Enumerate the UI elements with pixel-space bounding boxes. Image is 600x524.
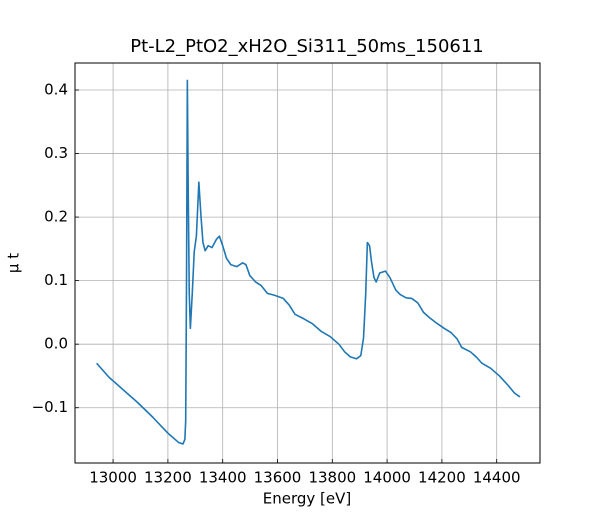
x-tick-label: 14200 — [418, 469, 466, 487]
y-axis-label: μ t — [5, 253, 23, 273]
y-tick-label: −0.1 — [32, 398, 68, 416]
x-tick-label: 13400 — [199, 469, 247, 487]
y-tick-label: 0.3 — [44, 144, 68, 162]
y-tick-label: 0.4 — [44, 81, 68, 99]
y-tick-label: 0.2 — [44, 208, 68, 226]
x-tick-label: 13200 — [144, 469, 192, 487]
x-tick-label: 13000 — [89, 469, 137, 487]
y-tick-label: 0.1 — [44, 271, 68, 289]
data-line — [96, 79, 521, 445]
x-axis-label: Energy [eV] — [263, 490, 351, 508]
x-tick-label: 14400 — [473, 469, 521, 487]
x-tick-label: 13600 — [254, 469, 302, 487]
plot-frame — [74, 62, 541, 464]
y-tick-label: 0.0 — [44, 335, 68, 353]
chart-title: Pt-L2_PtO2_xH2O_Si311_50ms_150611 — [130, 36, 484, 57]
x-tick-label: 14000 — [363, 469, 411, 487]
x-tick-label: 13800 — [308, 469, 356, 487]
